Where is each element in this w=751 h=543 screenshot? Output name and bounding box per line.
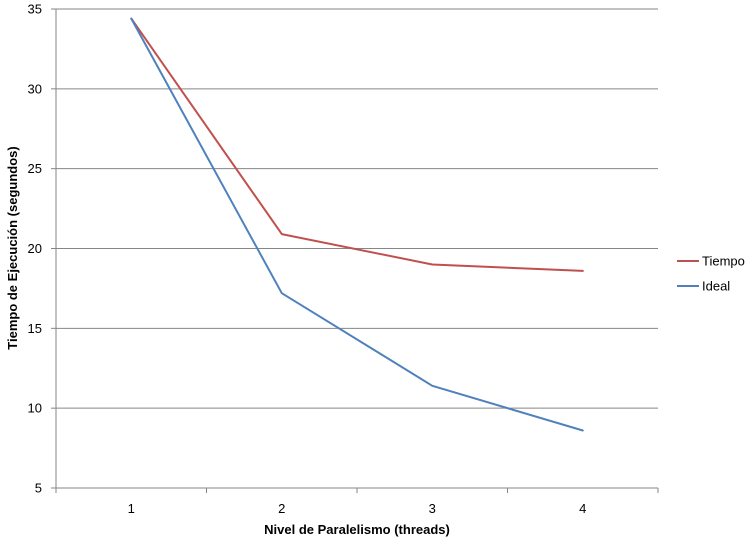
y-tick-label: 10 bbox=[28, 401, 42, 416]
y-tick-label: 20 bbox=[28, 241, 42, 256]
x-tick-label: 1 bbox=[128, 501, 135, 516]
legend: Tiempo Ideal bbox=[677, 254, 745, 294]
series-line-ideal bbox=[130, 17, 584, 432]
x-tick-label: 3 bbox=[429, 501, 436, 516]
y-tick-label: 25 bbox=[28, 161, 42, 176]
y-tick-label: 30 bbox=[28, 81, 42, 96]
y-tick-label: 5 bbox=[35, 481, 42, 496]
legend-label-ideal: Ideal bbox=[702, 279, 730, 294]
x-axis-title: Nivel de Paralelismo (threads) bbox=[264, 522, 450, 537]
legend-label-tiempo: Tiempo bbox=[702, 254, 745, 269]
x-tick-label: 2 bbox=[278, 501, 285, 516]
y-tick-label: 35 bbox=[28, 2, 42, 17]
y-tick-label: 15 bbox=[28, 321, 42, 336]
axes bbox=[51, 8, 659, 493]
series-lines bbox=[130, 17, 584, 432]
x-tick-label: 4 bbox=[579, 501, 586, 516]
y-axis-title: Tiempo de Ejecución (segundos) bbox=[5, 146, 20, 349]
gridlines bbox=[56, 8, 658, 409]
series-line-tiempo bbox=[130, 17, 584, 272]
tick-labels: 5 10 15 20 25 30 35 1 2 3 4 bbox=[28, 2, 587, 517]
